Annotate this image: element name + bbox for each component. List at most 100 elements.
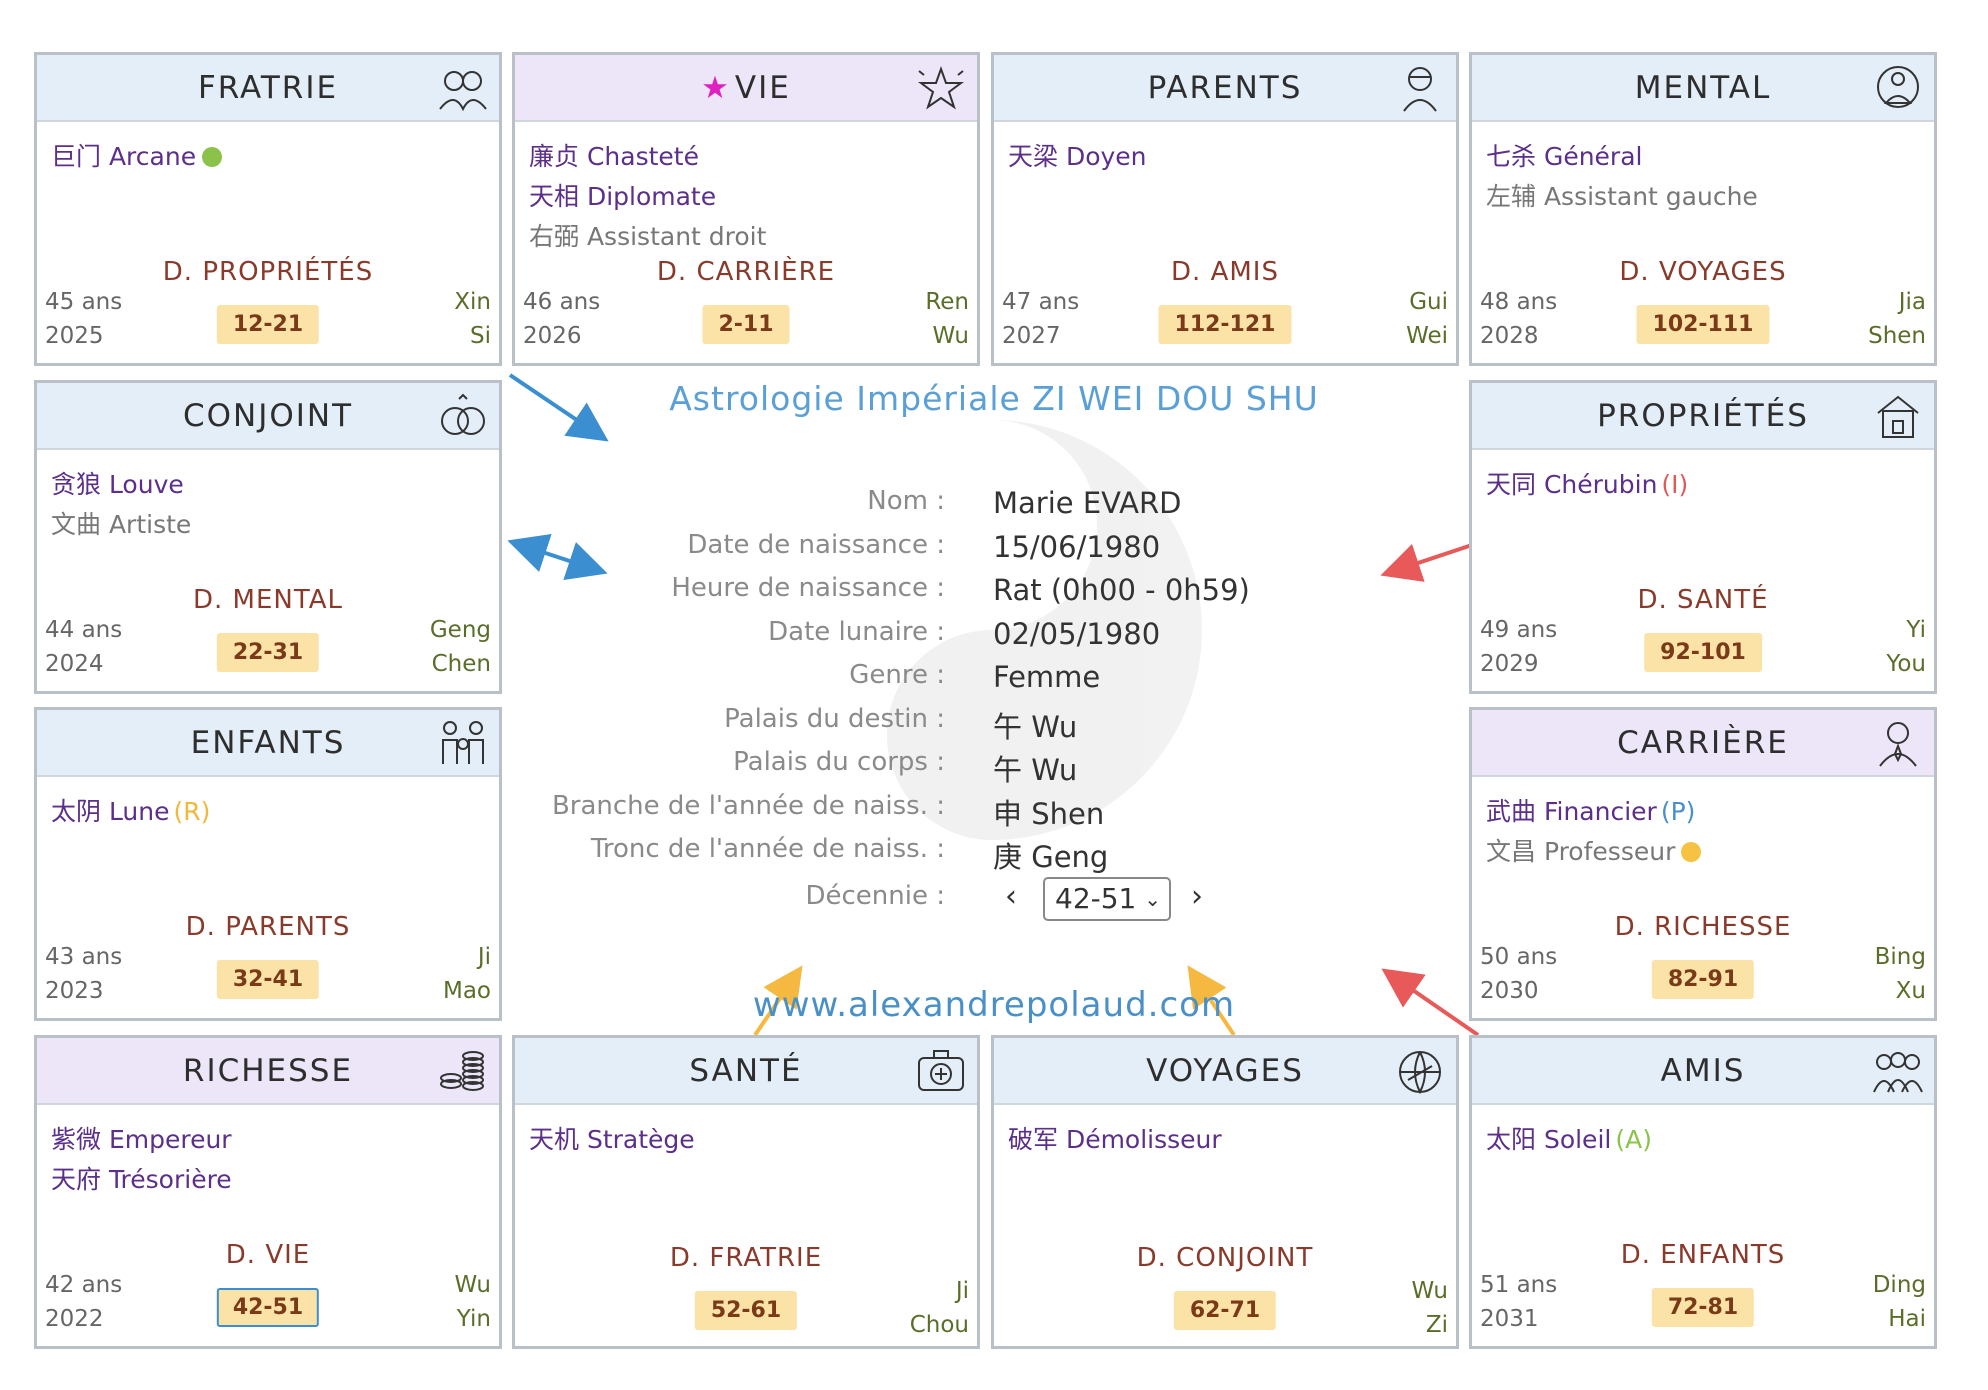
destiny-star-icon: ★ [701,69,731,106]
decade-palace: D. CONJOINT [1136,1243,1314,1273]
decade-range-badge[interactable]: 42-51 [216,1288,320,1327]
star-name: 破军 Démolisseur [1008,1125,1222,1154]
star-item: 右弼 Assistant droit [529,217,963,257]
year-label: 2028 [1480,323,1539,349]
profile-label: Tronc de l'année de naiss. : [590,834,945,864]
star-name: 天同 Chérubin [1486,470,1658,499]
decade-range-badge[interactable]: 92-101 [1644,633,1762,672]
decade-range-badge[interactable]: 62-71 [1173,1291,1277,1330]
star-dot-icon [202,147,223,167]
palace-propriétés[interactable]: PROPRIÉTÉS 天同 Chérubin (I) D. SANTÉ 49 ans 20… [1469,380,1937,694]
profile-row: Heure de naissance : Rat (0h00 - 0h59) [540,573,1340,617]
profile-row: Date lunaire : 02/05/1980 [540,617,1340,661]
profile-row: Tronc de l'année de naiss. : 庚 Geng [540,834,1340,878]
profile-value: 15/06/1980 [993,529,1161,564]
website-link[interactable]: www.alexandrepolaud.com [752,985,1236,1025]
profile-label: Date de naissance : [687,529,945,560]
heavenly-stem: Geng [429,617,491,643]
year-label: 2027 [1002,323,1061,349]
palace-header: VOYAGES [994,1038,1456,1105]
palace-mental[interactable]: MENTAL 七杀 Général 左辅 Assistant gauche D. VO… [1469,52,1937,366]
star-name: 紫微 Empereur [51,1125,232,1154]
star-dot-icon [1681,842,1702,862]
palace-parents[interactable]: PARENTS 天梁 Doyen D. AMIS 47 ans 2027 112-121 G… [991,52,1459,366]
star-item: 天相 Diplomate [529,177,963,217]
year-label: 2024 [45,651,104,677]
palace-fratrie[interactable]: FRATRIE 巨门 Arcane D. PROPRIÉTÉS 45 ans 2025 1… [34,52,502,366]
decade-row: Décennie : ‹ 42-51 ⌄ › [540,876,1340,925]
star-list: 太阴 Lune (R) [51,792,485,832]
house-icon [1872,391,1924,441]
decade-select-value: 42-51 [1055,881,1137,915]
decade-next-button[interactable]: › [1191,878,1203,914]
palace-header: RICHESSE [37,1038,499,1105]
decade-range-badge[interactable]: 2-11 [702,305,790,344]
heavenly-stem: Ji [477,944,491,970]
profile-label: Genre : [849,660,945,690]
palace-name: CONJOINT [182,397,354,434]
profile-row: Palais du corps : 午 Wu [540,747,1340,791]
profile-value: 午 Wu [993,709,1078,744]
star-transformation: (I) [1661,470,1689,499]
arrow-sante [753,965,803,1037]
decade-range-badge[interactable]: 52-61 [694,1291,798,1330]
profile-label: Palais du destin : [724,703,945,734]
decade-range-badge[interactable]: 12-21 [216,305,320,344]
age-label: 50 ans [1480,944,1558,970]
star-name: 天府 Trésorière [51,1165,232,1194]
decade-prev-button[interactable]: ‹ [1005,878,1017,914]
heavenly-stem: Ding [1872,1272,1926,1298]
palace-name: MENTAL [1634,69,1772,106]
decade-palace: D. MENTAL [193,585,343,615]
heavenly-stem: Ji [955,1278,969,1304]
star-item: 贪狼 Louve [51,465,485,505]
palace-vie[interactable]: ★ VIE 廉贞 Chasteté 天相 Diplomate 右弼 Assistant … [512,52,980,366]
palace-header: AMIS [1472,1038,1934,1105]
star-name: 武曲 Financier [1486,797,1657,826]
palace-carrière[interactable]: CARRIÈRE 武曲 Financier (P) 文昌 Professeur D. R… [1469,707,1937,1021]
star-list: 天同 Chérubin (I) [1486,465,1920,505]
year-label: 2026 [523,323,582,349]
medical-kit-icon [915,1046,967,1096]
decade-range-badge[interactable]: 102-111 [1636,305,1770,344]
decade-select[interactable]: 42-51 ⌄ [1043,876,1171,921]
family-icon [437,718,489,768]
year-label: 2029 [1480,651,1539,677]
arrow-amis [1381,968,1480,1037]
heavenly-stem: Gui [1409,289,1448,315]
decade-range-badge[interactable]: 32-41 [216,960,320,999]
decade-palace: D. VIE [225,1240,311,1270]
yin-yang-watermark [782,420,1202,840]
profile-label: Palais du corps : [733,747,945,777]
age-label: 48 ans [1480,289,1558,315]
year-label: 2022 [45,1306,104,1332]
palace-name: FRATRIE [197,69,339,106]
star-name: 七杀 Général [1486,142,1643,171]
palace-enfants[interactable]: ENFANTS 太阴 Lune (R) D. PARENTS 43 ans 2023 32-… [34,707,502,1021]
decade-range-badge[interactable]: 112-121 [1158,305,1292,344]
palace-voyages[interactable]: VOYAGES 破军 Démolisseur D. CONJOINT 62-71 Wu Z… [991,1035,1459,1349]
palace-santé[interactable]: SANTÉ 天机 Stratège D. FRATRIE 52-61 Ji Chou [512,1035,980,1349]
profile-value: 庚 Geng [993,840,1109,874]
star-item: 文曲 Artiste [51,505,485,545]
star-name: 右弼 Assistant droit [529,222,767,251]
star-list: 天梁 Doyen [1008,137,1442,177]
palace-conjoint[interactable]: CONJOINT 贪狼 Louve 文曲 Artiste D. MENTAL 44 an… [34,380,502,694]
star-list: 紫微 Empereur 天府 Trésorière [51,1120,485,1200]
chart-title: Astrologie Impériale ZI WEI DOU SHU [669,379,1319,418]
globe-plane-icon [1394,1046,1446,1096]
decade-palace: D. PROPRIÉTÉS [162,257,374,287]
heavenly-stem: Xin [454,289,491,315]
decade-range-badge[interactable]: 22-31 [216,633,320,672]
palace-richesse[interactable]: RICHESSE 紫微 Empereur 天府 Trésorière D. VIE 42… [34,1035,502,1349]
star-item: 紫微 Empereur [51,1120,485,1160]
decade-range-badge[interactable]: 72-81 [1651,1288,1755,1327]
palace-name: ENFANTS [190,724,346,761]
businessman-icon [1872,718,1924,768]
profile-row: Branche de l'année de naiss. : 申 Shen [540,791,1340,835]
star-name: 文昌 Professeur [1486,837,1676,866]
palace-amis[interactable]: AMIS 太阳 Soleil (A) D. ENFANTS 51 ans 2031 72-8… [1469,1035,1937,1349]
earthly-branch: Wei [1406,323,1448,349]
decade-range-badge[interactable]: 82-91 [1651,960,1755,999]
heavenly-stem: Bing [1874,944,1926,970]
